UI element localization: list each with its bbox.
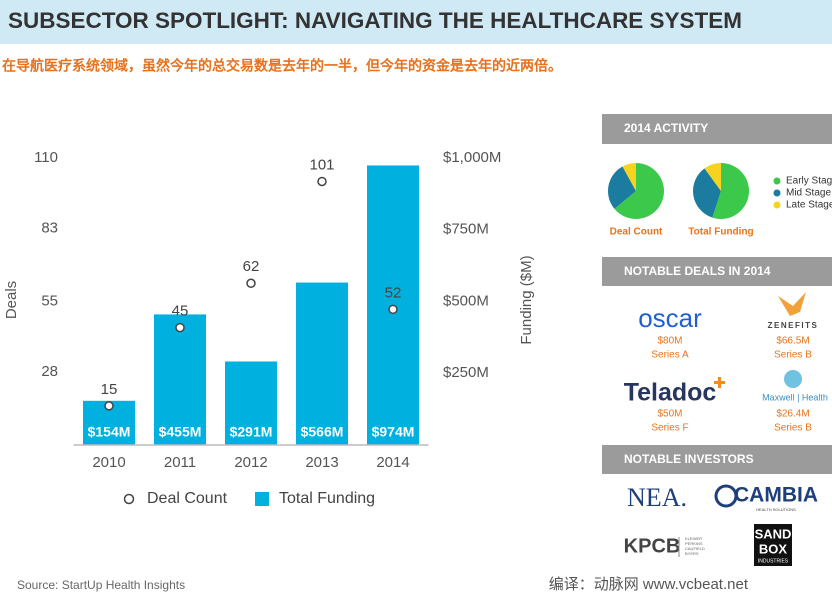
- investor-tagline: HEALTH SOLUTIONS: [756, 507, 796, 512]
- x-tick-label: 2013: [305, 454, 338, 471]
- y2-tick-label: $250M: [443, 364, 489, 381]
- subtitle: 在导航医疗系统领域，虽然今年的总交易数是去年的一半，但今年的资金是去年的近两倍。: [2, 58, 562, 74]
- deal-logo: Teladoc: [624, 379, 717, 407]
- bar: [296, 282, 348, 445]
- point: [317, 176, 327, 187]
- bar-value-label: $566M: [301, 424, 344, 440]
- page-title: SUBSECTOR SPOTLIGHT: NAVIGATING THE HEAL…: [8, 8, 742, 33]
- point-label: 62: [243, 258, 260, 275]
- section-header: [602, 257, 832, 286]
- bar-value-label: $974M: [372, 424, 415, 440]
- point-label: 15: [101, 381, 118, 398]
- point-label: 52: [385, 284, 402, 301]
- deal-logo: oscar: [638, 303, 702, 333]
- pie-slice: [614, 163, 665, 219]
- deal-amount: $50M: [657, 409, 682, 420]
- y-tick-label: 110: [34, 149, 58, 166]
- legend-label: Total Funding: [279, 490, 375, 507]
- bar-value-label: $291M: [230, 424, 273, 440]
- section-title: 2014 ACTIVITY: [624, 121, 708, 135]
- point: [104, 401, 114, 411]
- point: [175, 322, 185, 333]
- maxwell-icon: [784, 370, 802, 388]
- deal-logo: ZENEFITS: [768, 321, 819, 330]
- investor-tagline: CAUFIELD: [685, 546, 705, 551]
- bar-value-label: $154M: [88, 424, 131, 440]
- teladoc-plus: [714, 377, 725, 388]
- deal-logo: Maxwell | Health: [762, 392, 828, 402]
- legend-swatch: [773, 177, 781, 185]
- legend-swatch: [773, 201, 781, 209]
- sandbox-box: [754, 524, 792, 566]
- investor-tagline: PERKINS: [685, 541, 703, 546]
- point: [388, 304, 398, 315]
- source: Source: StartUp Health Insights: [17, 578, 185, 592]
- deal-round: Series F: [651, 423, 688, 434]
- deal-round: Series A: [651, 350, 689, 361]
- legend-label: Early Stage: [786, 176, 832, 187]
- x-tick-label: 2011: [164, 454, 196, 471]
- x-tick-label: 2010: [92, 454, 125, 471]
- x-tick-label: 2014: [376, 454, 409, 471]
- legend-swatch: [255, 492, 269, 506]
- cambia-icon: [714, 484, 738, 508]
- pie-slice: [608, 166, 636, 209]
- y2-axis-label: Funding ($M): [518, 255, 535, 344]
- legend-swatch: [773, 189, 781, 197]
- section-title: NOTABLE DEALS IN 2014: [624, 264, 771, 278]
- investor-tagline: INDUSTRIES: [758, 558, 789, 564]
- y2-tick-label: $1,000M: [443, 149, 501, 166]
- deal-amount: $66.5M: [776, 336, 809, 347]
- legend-swatch: [123, 493, 135, 505]
- zenefits-icon: [778, 292, 806, 316]
- investor-logo: SAND: [755, 526, 792, 541]
- pie-slice: [693, 168, 721, 218]
- pie-title: Deal Count: [610, 227, 663, 238]
- section-header: [602, 445, 832, 474]
- x-tick-label: 2012: [234, 454, 267, 471]
- legend-label: Deal Count: [147, 490, 228, 507]
- y-tick-label: 55: [41, 292, 58, 309]
- section-title: NOTABLE INVESTORS: [624, 452, 754, 466]
- legend-label: Mid Stage: [786, 188, 831, 199]
- deal-round: Series B: [774, 350, 812, 361]
- y2-tick-label: $500M: [443, 292, 489, 309]
- deal-round: Series B: [774, 423, 812, 434]
- investor-tagline: BYERS: [685, 551, 699, 556]
- legend-label: Late Stage: [786, 200, 832, 211]
- investor-logo: NEA.: [627, 483, 687, 512]
- bar: [154, 314, 206, 445]
- investor-tagline: KLEINER: [685, 536, 702, 541]
- y-tick-label: 28: [41, 363, 58, 380]
- point-label: 101: [309, 156, 334, 173]
- y-axis-label: Deals: [3, 281, 20, 319]
- y-tick-label: 83: [41, 219, 58, 236]
- pie-slice: [704, 163, 721, 191]
- pie-slice: [712, 163, 750, 219]
- point-label: 45: [172, 303, 189, 320]
- credit: 编译：动脉网 www.vcbeat.net: [549, 576, 749, 593]
- deal-amount: $80M: [657, 336, 682, 347]
- investor-logo: KPCB: [624, 535, 681, 557]
- pie-title: Total Funding: [688, 227, 753, 238]
- point: [246, 278, 256, 288]
- y2-tick-label: $750M: [443, 221, 489, 238]
- pie-slice: [622, 163, 636, 191]
- header-band: [0, 0, 832, 44]
- section-header: [602, 114, 832, 144]
- bar-value-label: $455M: [159, 424, 202, 440]
- deal-amount: $26.4M: [776, 409, 809, 420]
- investor-logo: CAMBIA: [734, 484, 818, 507]
- bar: [225, 361, 277, 445]
- investor-logo: BOX: [759, 541, 788, 556]
